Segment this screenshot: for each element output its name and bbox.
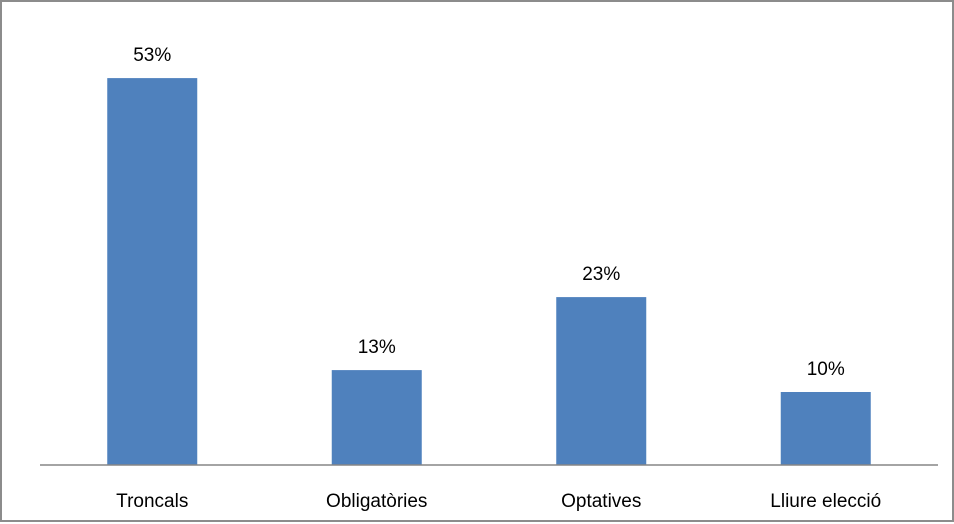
data-label: 13%	[358, 337, 396, 358]
x-tick-label: Troncals	[116, 491, 188, 512]
data-label: 23%	[582, 264, 620, 285]
bar	[780, 392, 871, 465]
x-tick-label: Optatives	[561, 491, 641, 512]
bar	[556, 297, 647, 465]
bars-group	[107, 78, 871, 465]
data-label: 10%	[807, 359, 845, 380]
x-tick-label: Lliure elecció	[770, 491, 881, 512]
x-tick-label: Obligatòries	[326, 491, 427, 512]
data-label: 53%	[133, 45, 171, 66]
data-labels-group: 53% 13% 23% 10%	[133, 45, 845, 380]
x-tick-labels-group: Troncals Obligatòries Optatives Lliure elec…	[116, 491, 881, 512]
bar	[331, 370, 422, 465]
bar	[107, 78, 198, 465]
